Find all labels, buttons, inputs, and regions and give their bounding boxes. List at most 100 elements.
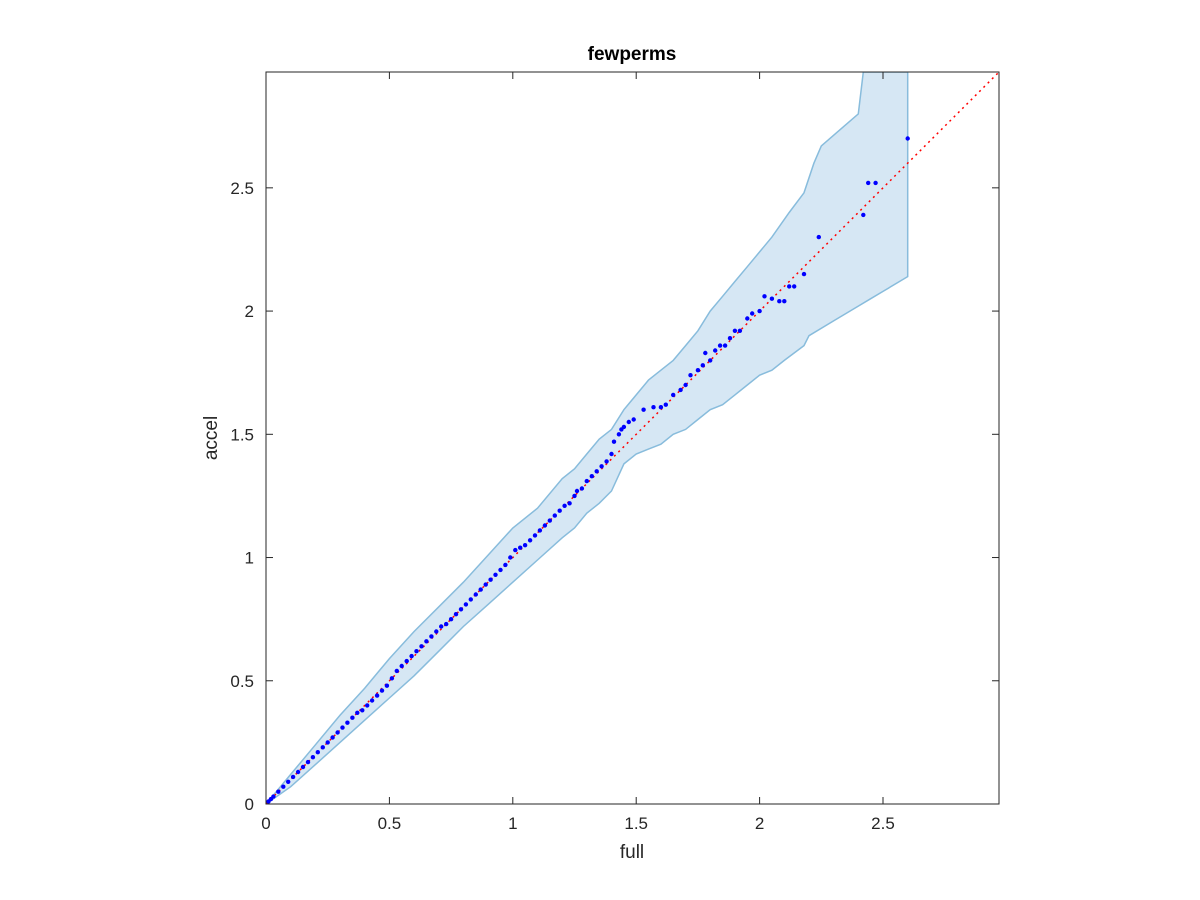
data-point bbox=[663, 402, 668, 407]
data-point bbox=[584, 478, 589, 484]
x-tick-label: 1.5 bbox=[624, 814, 648, 833]
data-point bbox=[777, 299, 782, 304]
data-point bbox=[792, 284, 797, 289]
x-axis-label: full bbox=[620, 842, 644, 863]
data-point bbox=[419, 644, 424, 649]
confidence-band bbox=[266, 72, 909, 804]
data-point bbox=[732, 328, 738, 333]
data-point bbox=[429, 634, 434, 639]
chart-title: fewperms bbox=[588, 44, 677, 65]
data-point bbox=[572, 493, 577, 499]
data-point bbox=[458, 607, 464, 612]
data-point bbox=[527, 538, 533, 543]
data-point bbox=[290, 774, 296, 780]
data-point bbox=[286, 779, 291, 784]
data-point bbox=[621, 424, 627, 430]
data-point bbox=[562, 503, 567, 508]
data-point bbox=[444, 621, 449, 627]
data-point bbox=[379, 688, 385, 693]
data-point bbox=[483, 582, 488, 587]
data-point bbox=[589, 474, 594, 479]
data-point bbox=[658, 405, 664, 410]
data-point bbox=[574, 488, 580, 494]
data-point bbox=[609, 451, 614, 457]
x-tick-label: 1 bbox=[508, 814, 517, 833]
data-point bbox=[295, 769, 301, 775]
data-point bbox=[641, 407, 646, 412]
data-point bbox=[567, 501, 572, 506]
data-point bbox=[271, 794, 276, 799]
data-point bbox=[745, 316, 750, 321]
data-point bbox=[651, 405, 656, 410]
data-point bbox=[866, 180, 871, 186]
data-point bbox=[787, 284, 792, 289]
data-point bbox=[355, 710, 360, 715]
x-tick-label: 2.5 bbox=[871, 814, 895, 833]
data-point bbox=[542, 523, 548, 528]
data-point bbox=[463, 602, 469, 607]
data-point bbox=[404, 658, 409, 664]
data-point bbox=[276, 789, 281, 794]
data-point bbox=[345, 720, 350, 725]
data-point bbox=[737, 328, 743, 333]
data-point bbox=[315, 750, 320, 755]
data-point bbox=[769, 296, 775, 301]
data-point bbox=[439, 624, 444, 629]
data-point bbox=[493, 572, 498, 577]
data-point bbox=[330, 735, 335, 740]
data-point bbox=[727, 336, 733, 341]
data-point bbox=[532, 533, 538, 538]
data-point bbox=[360, 708, 365, 713]
plot-frame bbox=[265, 71, 1000, 805]
data-point bbox=[626, 419, 631, 425]
data-point bbox=[384, 683, 390, 688]
x-tick-label: 0 bbox=[261, 814, 270, 833]
data-point bbox=[503, 562, 508, 568]
data-point bbox=[434, 629, 439, 634]
y-axis-ticks: 0 0.5 1 1.5 2 2.5 bbox=[230, 179, 999, 814]
data-point bbox=[414, 649, 419, 654]
data-point bbox=[905, 136, 910, 141]
data-point bbox=[713, 348, 718, 353]
data-point bbox=[537, 528, 543, 533]
data-point bbox=[688, 373, 693, 378]
y-tick-label: 1 bbox=[245, 549, 254, 568]
data-point bbox=[453, 612, 459, 617]
data-points bbox=[266, 136, 910, 804]
data-point bbox=[320, 745, 325, 750]
data-point bbox=[394, 668, 399, 674]
y-tick-label: 0.5 bbox=[230, 672, 254, 691]
x-axis-ticks: 0 0.5 1 1.5 2 2.5 bbox=[261, 72, 895, 833]
data-point bbox=[300, 764, 306, 770]
data-point bbox=[424, 639, 429, 644]
y-tick-label: 2 bbox=[245, 302, 254, 321]
data-point bbox=[552, 513, 557, 518]
data-point bbox=[513, 547, 518, 553]
data-point bbox=[488, 577, 493, 582]
data-point bbox=[305, 759, 311, 765]
data-point bbox=[281, 784, 286, 789]
y-axis-label: accel bbox=[201, 416, 222, 460]
x-tick-label: 0.5 bbox=[378, 814, 402, 833]
data-point bbox=[365, 703, 370, 708]
data-point bbox=[762, 294, 767, 299]
y-tick-label: 0 bbox=[245, 795, 254, 814]
data-point bbox=[478, 587, 483, 592]
data-point bbox=[678, 387, 683, 393]
data-point bbox=[325, 740, 330, 745]
data-point bbox=[518, 545, 523, 550]
data-point bbox=[473, 592, 478, 597]
data-point bbox=[671, 392, 676, 398]
data-point bbox=[522, 543, 528, 548]
data-point bbox=[816, 234, 821, 240]
data-point bbox=[861, 212, 866, 218]
data-point bbox=[750, 311, 755, 316]
data-point bbox=[310, 755, 316, 760]
data-point bbox=[599, 464, 604, 469]
data-point bbox=[335, 730, 340, 735]
data-point bbox=[350, 715, 355, 720]
data-point bbox=[468, 597, 473, 602]
data-point bbox=[611, 439, 617, 444]
data-point bbox=[873, 180, 878, 186]
